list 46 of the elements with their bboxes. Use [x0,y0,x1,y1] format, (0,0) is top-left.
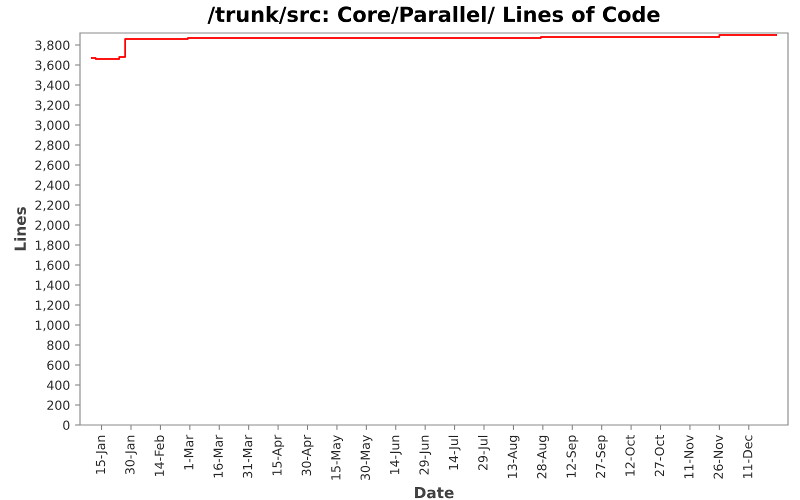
x-tick-label: 12-Oct [625,435,635,476]
x-tick-label: 11-Nov [684,435,694,478]
x-tick-label: 28-Aug [537,436,549,478]
x-tick-label: 12-Sep [566,435,578,478]
x-tick-label: 15-Jan [96,436,108,474]
x-tick-label: 29-Jun [419,436,432,474]
x-tick-label: 30-Apr [302,434,314,476]
x-tick-label: 14-Jul [448,436,461,470]
y-tick-label: 3,200 [35,100,70,112]
y-tick-label: 2,600 [35,160,70,172]
x-tick-label: 29-Jul [478,436,490,470]
y-axis-title: Lines [14,207,26,250]
x-tick-label: 30-Jan [125,436,137,474]
x-tick-label: 16-Mar [213,434,223,478]
y-tick-label: 3,400 [35,80,70,92]
x-tick-label: 26-Nov [714,435,723,479]
x-tick-label: 27-Sep [596,435,608,478]
x-tick-label: 13-Aug [508,436,520,478]
y-tick-label: 0 [63,420,70,430]
y-tick-label: 2,000 [35,220,70,232]
x-tick-label: 31-Mar [242,434,252,478]
y-tick-label: 1,800 [36,240,70,252]
x-tick-label: 14-Jun [390,436,402,474]
y-tick-label: 2,400 [35,180,70,192]
x-tick-label: 15-Apr [272,434,284,476]
y-tick-label: 1,600 [36,260,70,272]
y-tick-label: 400 [47,380,70,390]
y-tick-label: 3,000 [35,120,70,132]
y-tick-label: 200 [47,400,70,410]
x-tick-label: 30-May [360,435,372,480]
y-tick-label: 3,600 [35,60,70,72]
x-tick-label: 14-Feb [154,435,164,476]
x-tick-label: 11-Dec [743,436,752,478]
y-tick-label: 800 [47,340,70,350]
x-tick-label: 27-Oct [654,435,664,476]
y-tick-label: 1,000 [36,320,70,332]
y-tick-label: 2,200 [35,200,70,212]
x-axis-title: Date [415,487,454,498]
x-tick-label: 15-May [331,435,343,480]
y-tick-label: 1,400 [36,280,70,292]
y-tick-label: 2,800 [35,140,70,152]
y-tick-label: 3,800 [35,40,70,52]
y-tick-label: 1,200 [36,300,70,312]
y-tick-label: 600 [47,360,70,370]
x-tick-label: 1-Mar [184,434,194,470]
chart-title: /trunk/src: Core/Parallel/ Lines of Code [207,6,660,24]
